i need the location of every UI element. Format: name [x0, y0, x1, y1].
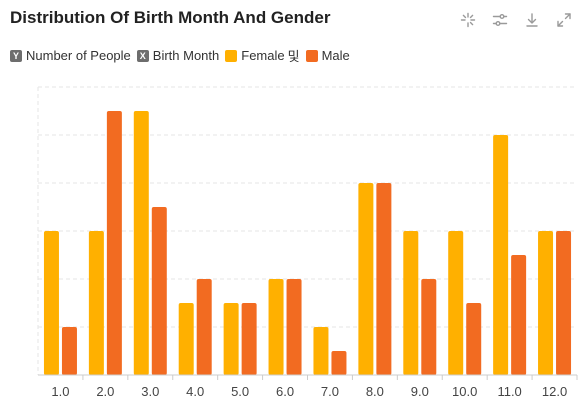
- chart-legend: Y Number of People X Birth Month Female …: [10, 46, 356, 65]
- bar-male-5.0[interactable]: [241, 303, 257, 375]
- bar-female-2.0[interactable]: [88, 231, 104, 375]
- legend-female-suffix: 및: [287, 49, 300, 64]
- bar-male-9.0[interactable]: [421, 279, 437, 375]
- bar-female-7.0[interactable]: [313, 327, 329, 375]
- bar-male-6.0[interactable]: [286, 279, 302, 375]
- x-tick-label: 8.0: [366, 384, 384, 399]
- bar-female-8.0[interactable]: [358, 183, 374, 375]
- legend-swatch-female: [225, 49, 238, 62]
- bar-female-1.0[interactable]: [43, 231, 59, 375]
- bar-male-10.0[interactable]: [466, 303, 482, 375]
- chart-toolbar: [459, 11, 573, 29]
- legend-x-field: X Birth Month: [136, 48, 220, 63]
- bar-male-1.0[interactable]: [61, 327, 77, 375]
- legend-y-field-label: Number of People: [26, 48, 131, 63]
- chart-title: Distribution Of Birth Month And Gender: [10, 8, 331, 27]
- download-icon[interactable]: [523, 11, 541, 29]
- legend-y-field: Y Number of People: [10, 48, 131, 63]
- x-tick-label: 3.0: [141, 384, 159, 399]
- bar-female-5.0[interactable]: [223, 303, 239, 375]
- x-tick-label: 11.0: [497, 384, 521, 399]
- bar-female-11.0[interactable]: [493, 135, 509, 375]
- x-tick-label: 12.0: [542, 384, 567, 399]
- x-axis-tag-icon: X: [136, 49, 149, 62]
- bar-female-4.0[interactable]: [178, 303, 194, 375]
- bar-male-4.0[interactable]: [196, 279, 212, 375]
- x-tick-label: 4.0: [186, 384, 204, 399]
- sparkle-icon[interactable]: [459, 11, 477, 29]
- legend-x-field-label: Birth Month: [152, 48, 220, 63]
- legend-male-label: Male: [321, 48, 350, 63]
- bar-male-7.0[interactable]: [331, 351, 347, 375]
- sliders-icon[interactable]: [491, 11, 509, 29]
- legend-female[interactable]: Female 및: [225, 46, 300, 65]
- bar-male-8.0[interactable]: [376, 183, 392, 375]
- x-tick-label: 9.0: [411, 384, 429, 399]
- x-tick-label: 6.0: [276, 384, 294, 399]
- bar-female-6.0[interactable]: [268, 279, 284, 375]
- bar-female-10.0[interactable]: [448, 231, 464, 375]
- x-tick-label: 7.0: [321, 384, 339, 399]
- bar-female-12.0[interactable]: [538, 231, 554, 375]
- bar-female-9.0[interactable]: [403, 231, 419, 375]
- bar-male-2.0[interactable]: [106, 111, 122, 375]
- bar-female-3.0[interactable]: [133, 111, 149, 375]
- legend-female-label: Female: [241, 48, 285, 63]
- legend-swatch-male: [305, 49, 318, 62]
- expand-icon[interactable]: [555, 11, 573, 29]
- legend-male[interactable]: Male: [305, 48, 350, 63]
- x-tick-label: 10.0: [452, 384, 477, 399]
- x-tick-label: 2.0: [96, 384, 114, 399]
- bar-male-12.0[interactable]: [556, 231, 572, 375]
- x-tick-label: 1.0: [51, 384, 69, 399]
- bar-male-3.0[interactable]: [151, 207, 167, 375]
- bar-male-11.0[interactable]: [511, 255, 527, 375]
- y-axis-tag-icon: Y: [10, 49, 22, 62]
- x-tick-label: 5.0: [231, 384, 249, 399]
